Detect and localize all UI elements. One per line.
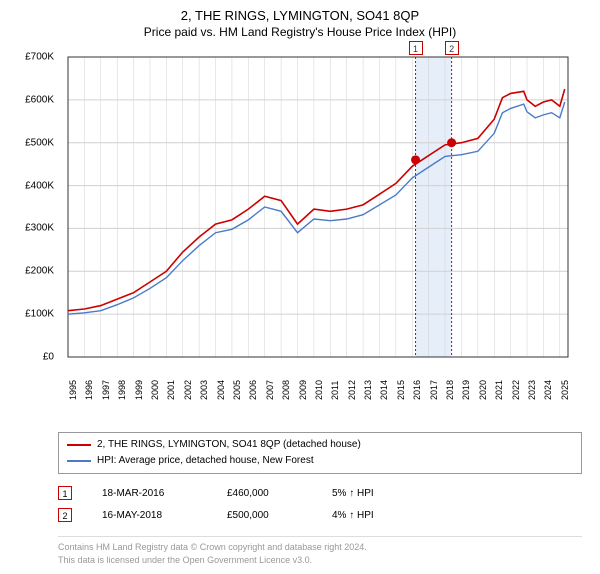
transaction-index: 1: [58, 486, 72, 500]
legend-label: 2, THE RINGS, LYMINGTON, SO41 8QP (detac…: [97, 437, 361, 453]
x-tick-label: 2022: [511, 380, 521, 400]
legend-swatch: [67, 444, 91, 446]
x-tick-label: 2012: [347, 380, 357, 400]
y-tick-label: £400K: [25, 180, 54, 191]
x-tick-label: 2004: [216, 380, 226, 400]
legend-swatch: [67, 460, 91, 462]
chart-svg: [18, 47, 578, 387]
transaction-delta: 5% ↑ HPI: [332, 488, 374, 499]
legend-label: HPI: Average price, detached house, New …: [97, 453, 314, 469]
chart-title: 2, THE RINGS, LYMINGTON, SO41 8QP: [8, 8, 592, 23]
x-tick-label: 2000: [150, 380, 160, 400]
x-tick-label: 2005: [232, 380, 242, 400]
y-tick-label: £700K: [25, 52, 54, 63]
transaction-date: 16-MAY-2018: [102, 510, 197, 521]
chart-subtitle: Price paid vs. HM Land Registry's House …: [8, 25, 592, 39]
footer-line: Contains HM Land Registry data © Crown c…: [58, 541, 582, 554]
y-tick-label: £500K: [25, 137, 54, 148]
transaction-price: £460,000: [227, 488, 302, 499]
x-tick-label: 1995: [68, 380, 78, 400]
x-tick-label: 1997: [101, 380, 111, 400]
x-tick-label: 2002: [183, 380, 193, 400]
transaction-row: 2 16-MAY-2018 £500,000 4% ↑ HPI: [58, 504, 592, 526]
x-tick-label: 2025: [560, 380, 570, 400]
callout-marker: 1: [409, 41, 423, 55]
legend-item: HPI: Average price, detached house, New …: [67, 453, 573, 469]
x-tick-label: 2003: [199, 380, 209, 400]
x-tick-label: 2013: [363, 380, 373, 400]
x-tick-label: 2018: [445, 380, 455, 400]
callout-marker: 2: [445, 41, 459, 55]
x-tick-label: 1999: [134, 380, 144, 400]
x-tick-label: 2008: [281, 380, 291, 400]
x-tick-label: 2009: [298, 380, 308, 400]
legend: 2, THE RINGS, LYMINGTON, SO41 8QP (detac…: [58, 432, 582, 474]
y-tick-label: £600K: [25, 94, 54, 105]
transaction-price: £500,000: [227, 510, 302, 521]
x-tick-label: 2023: [527, 380, 537, 400]
chart-plot: £0£100K£200K£300K£400K£500K£600K£700K 19…: [18, 47, 578, 387]
x-tick-label: 1996: [84, 380, 94, 400]
x-tick-label: 2019: [461, 380, 471, 400]
transaction-delta: 4% ↑ HPI: [332, 510, 374, 521]
x-tick-label: 2006: [248, 380, 258, 400]
x-tick-label: 1998: [117, 380, 127, 400]
x-tick-label: 2015: [396, 380, 406, 400]
x-tick-label: 2010: [314, 380, 324, 400]
x-tick-label: 2011: [330, 381, 340, 400]
transaction-list: 1 18-MAR-2016 £460,000 5% ↑ HPI 2 16-MAY-2018…: [58, 482, 592, 526]
x-tick-label: 2024: [543, 380, 553, 400]
x-tick-label: 2020: [478, 380, 488, 400]
legend-item: 2, THE RINGS, LYMINGTON, SO41 8QP (detac…: [67, 437, 573, 453]
x-tick-label: 2001: [166, 380, 176, 400]
x-tick-label: 2021: [494, 380, 504, 400]
y-tick-label: £200K: [25, 266, 54, 277]
x-tick-label: 2016: [412, 380, 422, 400]
x-tick-label: 2007: [265, 380, 275, 400]
y-tick-label: £300K: [25, 223, 54, 234]
x-tick-label: 2017: [429, 380, 439, 400]
transaction-date: 18-MAR-2016: [102, 488, 197, 499]
y-tick-label: £100K: [25, 309, 54, 320]
footer-attribution: Contains HM Land Registry data © Crown c…: [58, 536, 582, 566]
transaction-index: 2: [58, 508, 72, 522]
y-tick-label: £0: [43, 352, 54, 363]
transaction-row: 1 18-MAR-2016 £460,000 5% ↑ HPI: [58, 482, 592, 504]
x-tick-label: 2014: [379, 380, 389, 400]
